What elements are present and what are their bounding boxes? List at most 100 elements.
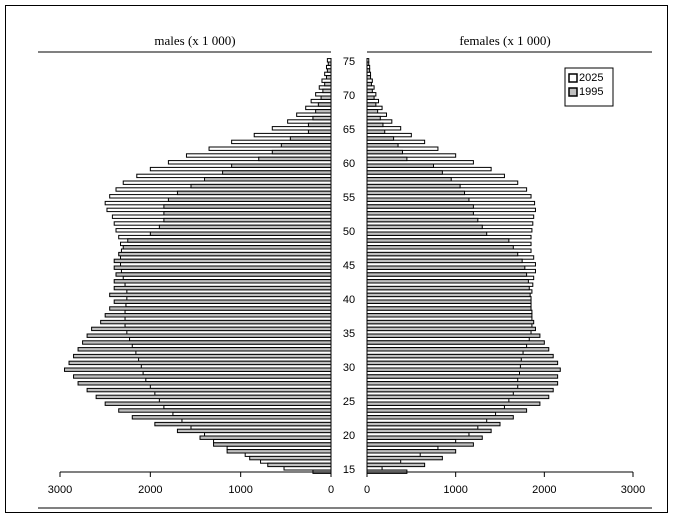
bar bbox=[366, 350, 524, 355]
bar bbox=[226, 445, 332, 451]
bar bbox=[321, 78, 332, 83]
bar bbox=[366, 160, 474, 165]
age-label: 45 bbox=[343, 260, 355, 272]
bar bbox=[366, 442, 474, 447]
bar bbox=[366, 401, 541, 406]
age-label: 15 bbox=[343, 464, 355, 476]
bar bbox=[190, 425, 332, 430]
bar bbox=[366, 421, 501, 427]
x-tick-label: 2000 bbox=[138, 484, 162, 496]
bar bbox=[366, 265, 526, 270]
bar bbox=[366, 92, 377, 97]
bar bbox=[231, 163, 332, 168]
bar bbox=[115, 187, 332, 192]
bar bbox=[283, 466, 332, 471]
bar bbox=[366, 194, 532, 199]
bar bbox=[366, 228, 533, 233]
bar bbox=[208, 146, 332, 151]
bar bbox=[100, 319, 332, 325]
bar bbox=[149, 166, 332, 172]
bar bbox=[91, 326, 332, 332]
bar bbox=[104, 200, 332, 206]
bar bbox=[260, 459, 332, 464]
bar bbox=[204, 177, 332, 182]
bar bbox=[104, 401, 332, 406]
bar bbox=[366, 394, 550, 400]
bar bbox=[366, 105, 383, 111]
age-label: 75 bbox=[343, 56, 355, 68]
bar bbox=[366, 75, 372, 80]
bar bbox=[167, 197, 332, 202]
bar bbox=[366, 364, 521, 369]
bar bbox=[366, 411, 497, 417]
bar bbox=[86, 333, 332, 338]
bar bbox=[126, 330, 332, 335]
x-tick-label: 0 bbox=[328, 484, 334, 496]
bar bbox=[135, 350, 332, 355]
bar bbox=[140, 364, 332, 369]
bar bbox=[366, 241, 532, 247]
age-label: 50 bbox=[343, 226, 355, 238]
bar bbox=[325, 64, 332, 70]
bar bbox=[324, 81, 332, 87]
bar bbox=[366, 418, 488, 423]
bar bbox=[366, 384, 519, 389]
bar bbox=[106, 207, 332, 213]
bar bbox=[366, 146, 439, 151]
bar bbox=[366, 272, 528, 277]
bar bbox=[122, 275, 332, 281]
bar bbox=[366, 299, 532, 304]
bar bbox=[126, 289, 332, 294]
bar bbox=[222, 170, 332, 175]
bar bbox=[73, 374, 332, 379]
bar bbox=[366, 377, 519, 383]
bar bbox=[366, 408, 528, 413]
bar bbox=[120, 241, 332, 247]
bar bbox=[289, 136, 332, 141]
bar bbox=[366, 357, 522, 362]
legend-swatch bbox=[568, 87, 578, 97]
bar bbox=[366, 333, 541, 338]
bar bbox=[113, 265, 332, 270]
bar bbox=[312, 115, 332, 121]
bar bbox=[149, 384, 332, 389]
bar bbox=[324, 71, 332, 77]
bar bbox=[109, 292, 332, 298]
bar bbox=[366, 85, 375, 90]
bar bbox=[366, 326, 536, 332]
bar bbox=[199, 435, 332, 440]
age-label: 25 bbox=[343, 396, 355, 408]
bar bbox=[64, 367, 332, 372]
bar bbox=[113, 279, 332, 284]
legend-label: 2025 bbox=[579, 72, 603, 84]
bar bbox=[111, 214, 332, 219]
bar bbox=[149, 231, 332, 236]
bar bbox=[124, 309, 332, 315]
bar bbox=[366, 255, 535, 260]
bar bbox=[213, 438, 332, 444]
bar bbox=[366, 289, 533, 294]
age-label: 60 bbox=[343, 158, 355, 170]
x-tick-label: 3000 bbox=[48, 484, 72, 496]
bar bbox=[366, 221, 534, 226]
bar bbox=[366, 78, 373, 83]
bar bbox=[120, 255, 332, 260]
bar bbox=[366, 370, 521, 376]
bar bbox=[163, 204, 332, 209]
bar bbox=[118, 234, 332, 240]
bar bbox=[226, 449, 332, 454]
bar bbox=[366, 170, 443, 175]
bar bbox=[366, 449, 457, 454]
bar bbox=[181, 418, 332, 423]
bar bbox=[366, 296, 532, 301]
bar bbox=[366, 190, 466, 196]
bar bbox=[77, 347, 332, 352]
bar bbox=[366, 217, 479, 223]
bar bbox=[366, 197, 470, 202]
bar bbox=[326, 58, 332, 63]
bar bbox=[204, 432, 332, 437]
bar bbox=[213, 442, 332, 447]
bar bbox=[366, 183, 461, 189]
bar bbox=[86, 387, 332, 393]
bar bbox=[118, 251, 332, 257]
